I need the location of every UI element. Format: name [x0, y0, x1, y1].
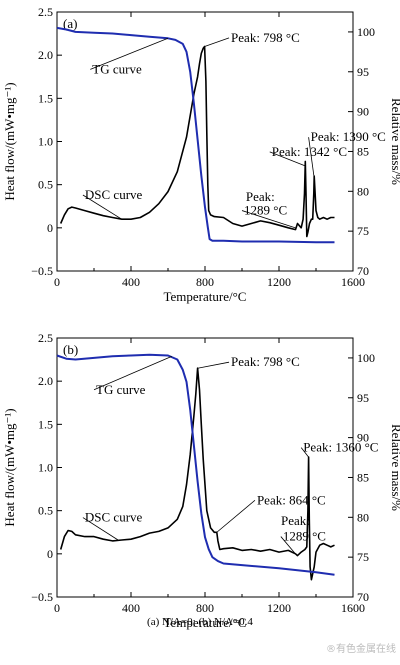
annotation-leader: [90, 37, 169, 70]
annotation-label: DSC curve: [85, 187, 143, 202]
x-tick-label: 400: [122, 601, 140, 615]
y-right-tick-label: 70: [357, 590, 369, 604]
annotation-label: 1289 °C: [244, 203, 287, 218]
x-tick-label: 0: [54, 275, 60, 289]
y-left-tick-label: −0.5: [31, 590, 53, 604]
y-left-tick-label: 1.0: [38, 461, 53, 475]
dsc-curve-line: [59, 45, 335, 238]
annotation-leader: [216, 500, 256, 533]
y-left-tick-label: 0.5: [38, 178, 53, 192]
tg-curve-line: [56, 353, 335, 576]
x-tick-label: 800: [196, 601, 214, 615]
y-right-tick-label: 75: [357, 550, 369, 564]
y-right-tick-label: 80: [357, 184, 369, 198]
annotation-leader: [269, 151, 305, 167]
x-tick-label: 1200: [267, 601, 291, 615]
y-left-tick-label: 2.5: [38, 331, 53, 345]
annotation-label: Peak: 798 °C: [231, 30, 300, 45]
y-right-axis-label: Relative mass/%: [389, 98, 400, 185]
panel-label: (b): [63, 342, 78, 357]
y-right-tick-label: 70: [357, 264, 369, 278]
y-right-tick-label: 85: [357, 144, 369, 158]
x-tick-label: 1600: [341, 275, 365, 289]
annotation-label: DSC curve: [85, 510, 143, 525]
x-tick-label: 400: [122, 275, 140, 289]
annotation-leader: [204, 37, 230, 47]
annotation-label: Peak: 798 °C: [231, 354, 300, 369]
y-left-axis-label: Heat flow/(mW•mg⁻¹): [2, 408, 17, 526]
annotation-leader: [300, 447, 309, 458]
y-right-tick-label: 90: [357, 105, 369, 119]
annotation-label: TG curve: [92, 61, 142, 76]
tg-curve-line: [56, 26, 335, 244]
y-left-tick-label: 0.5: [38, 504, 53, 518]
annotation-label: TG curve: [96, 382, 146, 397]
y-left-tick-label: 0: [47, 221, 53, 235]
y-right-tick-label: 90: [357, 431, 369, 445]
annotation-leader: [308, 137, 315, 178]
annotation-label: Peak: 1360 °C: [303, 440, 378, 455]
y-right-tick-label: 95: [357, 391, 369, 405]
annotation-label: Peak: 1342 °C: [272, 144, 347, 159]
y-right-tick-label: 80: [357, 510, 369, 524]
annotation-label: Peak:: [281, 513, 310, 528]
annotation-leader: [82, 194, 122, 220]
figure-caption: (a) N/A=0; (b) N/A=0.4: [147, 616, 253, 628]
y-right-tick-label: 100: [357, 25, 375, 39]
y-right-axis-label: Relative mass/%: [389, 424, 400, 511]
y-left-tick-label: 1.5: [38, 417, 53, 431]
x-axis-label: Temperature/°C: [164, 289, 247, 304]
y-left-tick-label: 1.0: [38, 135, 53, 149]
y-right-tick-label: 100: [357, 351, 375, 365]
y-left-tick-label: 2.5: [38, 5, 53, 19]
dsc-curve-line: [59, 367, 335, 581]
chart-panel-b: 0 400 800 1200 1600−0.500.51.01.52.02.570758…: [2, 331, 400, 630]
x-tick-label: 800: [196, 275, 214, 289]
y-left-tick-label: 0: [47, 547, 53, 561]
annotation-leader: [197, 361, 230, 369]
x-tick-label: 1600: [341, 601, 365, 615]
x-tick-label: 0: [54, 601, 60, 615]
x-axis-label: Temperature/°C: [164, 615, 247, 630]
annotation-label: 1289 °C: [283, 529, 326, 544]
chart-panel-a: 0 400 800 1200 1600−0.500.51.01.52.02.570758…: [2, 5, 400, 304]
watermark: ®有色金属在线: [326, 642, 396, 655]
annotation-leader: [82, 517, 119, 541]
y-right-tick-label: 85: [357, 470, 369, 484]
y-right-tick-label: 95: [357, 65, 369, 79]
annotation-leader: [241, 210, 296, 229]
annotation-label: Peak:: [246, 189, 275, 204]
annotation-leader: [93, 355, 172, 391]
annotation-leader: [280, 536, 296, 555]
y-left-axis-label: Heat flow/(mW•mg⁻¹): [2, 82, 17, 200]
y-left-tick-label: −0.5: [31, 264, 53, 278]
panel-label: (a): [63, 16, 77, 31]
y-right-tick-label: 75: [357, 224, 369, 238]
annotation-label: Peak: 864 °C: [257, 492, 326, 507]
y-left-tick-label: 2.0: [38, 374, 53, 388]
x-tick-label: 1200: [267, 275, 291, 289]
y-left-tick-label: 1.5: [38, 91, 53, 105]
annotation-label: Peak: 1390 °C: [311, 129, 386, 144]
y-left-tick-label: 2.0: [38, 48, 53, 62]
